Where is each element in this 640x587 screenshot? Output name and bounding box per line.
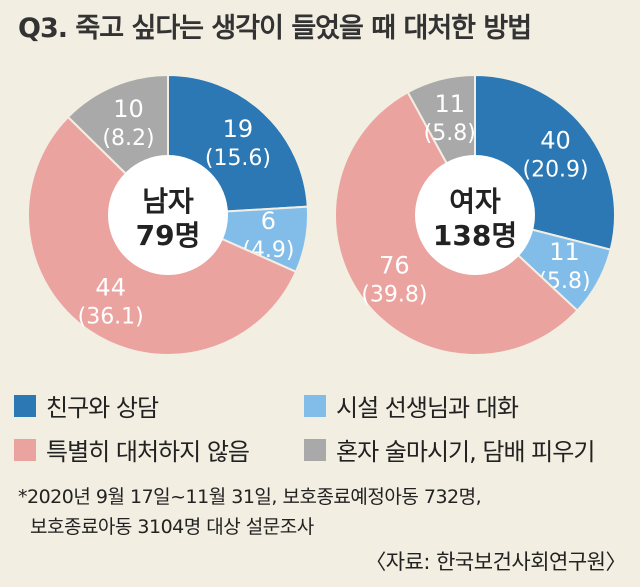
legend-swatch-friend: [14, 394, 36, 417]
center-count-female: 138명: [433, 219, 517, 252]
value-label-female-teacher: 11: [549, 238, 580, 266]
center-count-male: 79명: [136, 219, 201, 252]
pct-label-male-friend: (15.6): [205, 146, 271, 171]
legend-item-teacher: 시설 선생님과 대화: [304, 388, 519, 423]
chart-title: Q3. 죽고 싶다는 생각이 들었을 때 대처한 방법: [18, 13, 532, 44]
legend-item-friend: 친구와 상담: [14, 388, 159, 423]
value-label-male-alone: 10: [113, 95, 144, 123]
pct-label-female-friend: (20.9): [522, 157, 588, 182]
pct-label-female-none: (39.8): [361, 283, 427, 308]
legend-item-none: 특별히 대처하지 않음: [14, 432, 250, 467]
legend: 친구와 상담 시설 선생님과 대화 특별히 대처하지 않음 혼자 술마시기, 담…: [14, 388, 634, 478]
donut-hole-female: [415, 155, 535, 275]
legend-swatch-teacher: [304, 394, 326, 417]
center-label-female: 여자: [449, 185, 501, 218]
value-label-male-none: 44: [95, 273, 126, 301]
donut-hole-male: [108, 155, 228, 275]
pct-label-male-alone: (8.2): [102, 126, 154, 151]
pct-label-male-none: (36.1): [78, 304, 144, 329]
value-label-female-friend: 40: [540, 126, 571, 154]
pct-label-female-alone: (5.8): [424, 121, 476, 146]
source-note: 〈자료: 한국보건사회연구원〉: [365, 550, 626, 574]
center-label-male: 남자: [142, 185, 194, 218]
legend-swatch-alone: [304, 438, 326, 461]
legend-swatch-none: [14, 438, 36, 461]
legend-label-none: 특별히 대처하지 않음: [46, 438, 250, 466]
value-label-female-none: 76: [379, 252, 410, 280]
legend-label-friend: 친구와 상담: [46, 394, 159, 422]
donut-charts: 19(15.6)6(4.9)44(36.1)10(8.2)남자79명40(20.…: [27, 73, 616, 356]
legend-label-teacher: 시설 선생님과 대화: [336, 394, 519, 422]
footnote-line-2: 보호종료아동 3104명 대상 설문조사: [30, 516, 314, 538]
value-label-male-teacher: 6: [261, 207, 276, 235]
footnote-line-1: *2020년 9월 17일~11월 31일, 보호종료예정아동 732명,: [18, 486, 482, 508]
value-label-female-alone: 11: [434, 90, 465, 118]
legend-item-alone: 혼자 술마시기, 담배 피우기: [304, 432, 595, 467]
value-label-male-friend: 19: [223, 115, 254, 143]
legend-label-alone: 혼자 술마시기, 담배 피우기: [336, 438, 595, 466]
